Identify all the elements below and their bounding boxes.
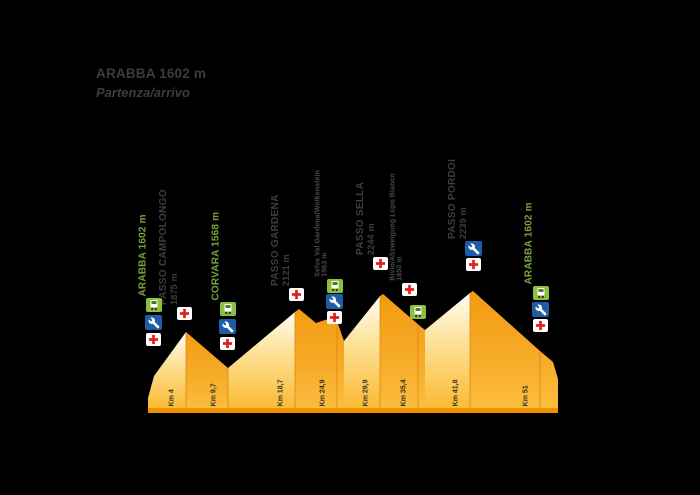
mechanic-wrench-icon: [145, 315, 162, 330]
km-tick-label: Km 29,9: [362, 379, 370, 406]
descent-face-campolongo: [186, 332, 228, 408]
waypoint-name: PASSO PORDOI: [447, 158, 459, 239]
descent-face-gardena: [295, 309, 344, 408]
medical-cross-icon: [177, 307, 192, 320]
waypoint-name: PASSO GARDENA: [270, 194, 282, 286]
km-tick-label: Km 24,9: [319, 379, 327, 406]
waypoint-name: ARABBA 1602 m: [137, 213, 149, 296]
waypoint-altitude: 2239 m: [457, 207, 468, 239]
waypoint-altitude: 1875 m: [168, 273, 179, 305]
profile-baseline: [148, 408, 558, 413]
waypoint-name: CORVARA 1568 m: [210, 211, 222, 300]
medical-cross-icon: [220, 337, 235, 350]
waypoint-name: Selva Val Gardena/Wolkenstein: [314, 170, 322, 277]
km-tick-label: Km 4: [168, 388, 176, 406]
medical-cross-icon: [327, 311, 342, 324]
waypoint-name: ARABBA 1602 m: [523, 201, 535, 284]
medical-cross-icon: [466, 258, 481, 271]
mechanic-wrench-icon: [326, 294, 343, 309]
shuttle-bus-icon: [533, 286, 549, 300]
start-finish-name: ARABBA 1602 m: [96, 66, 207, 81]
medical-cross-icon: [373, 257, 388, 270]
climb-face-gardena: [228, 312, 295, 408]
start-finish-subtitle: Partenza/arrivo: [96, 85, 190, 100]
km-tick-label: Km 35,4: [400, 379, 408, 406]
mechanic-wrench-icon: [219, 319, 236, 334]
medical-cross-icon: [402, 283, 417, 296]
mechanic-wrench-icon: [532, 302, 549, 317]
descent-face-pordoi: [470, 291, 558, 408]
climb-face-campolongo: [148, 332, 186, 408]
waypoint-altitude: 2121 m: [280, 254, 291, 286]
descent-face-sella: [380, 294, 425, 408]
km-separator-lines: [185, 294, 541, 408]
km-tick-label: Km 51: [522, 384, 530, 406]
waypoint-altitude: 2244 m: [365, 223, 376, 255]
page-title: ARABBA 1602 m Partenza/arrivo: [96, 66, 206, 100]
medical-cross-icon: [533, 319, 548, 332]
shuttle-bus-icon: [410, 305, 426, 319]
waypoint-name: PASSO SELLA: [355, 181, 367, 255]
km-tick-label: Km 18,7: [277, 379, 285, 406]
climb-face-pordoi: [425, 293, 470, 408]
climb-face-sella: [344, 296, 380, 408]
waypoint-altitude: 1850 m: [396, 256, 404, 281]
mechanic-wrench-icon: [465, 241, 482, 256]
shuttle-bus-icon: [327, 279, 343, 293]
waypoint-name: PASSO CAMPOLONGO: [158, 189, 170, 305]
shuttle-bus-icon: [220, 302, 236, 316]
waypoint-altitude: 1563 m: [321, 252, 329, 277]
km-tick-label: Km 41,8: [452, 379, 460, 406]
waypoint-name: Bivio/Abzweigung Lupo Bianco: [389, 173, 397, 281]
medical-cross-icon: [146, 333, 161, 346]
km-tick-label: Km 9,7: [210, 383, 218, 406]
medical-cross-icon: [289, 288, 304, 301]
shuttle-bus-icon: [146, 298, 162, 312]
